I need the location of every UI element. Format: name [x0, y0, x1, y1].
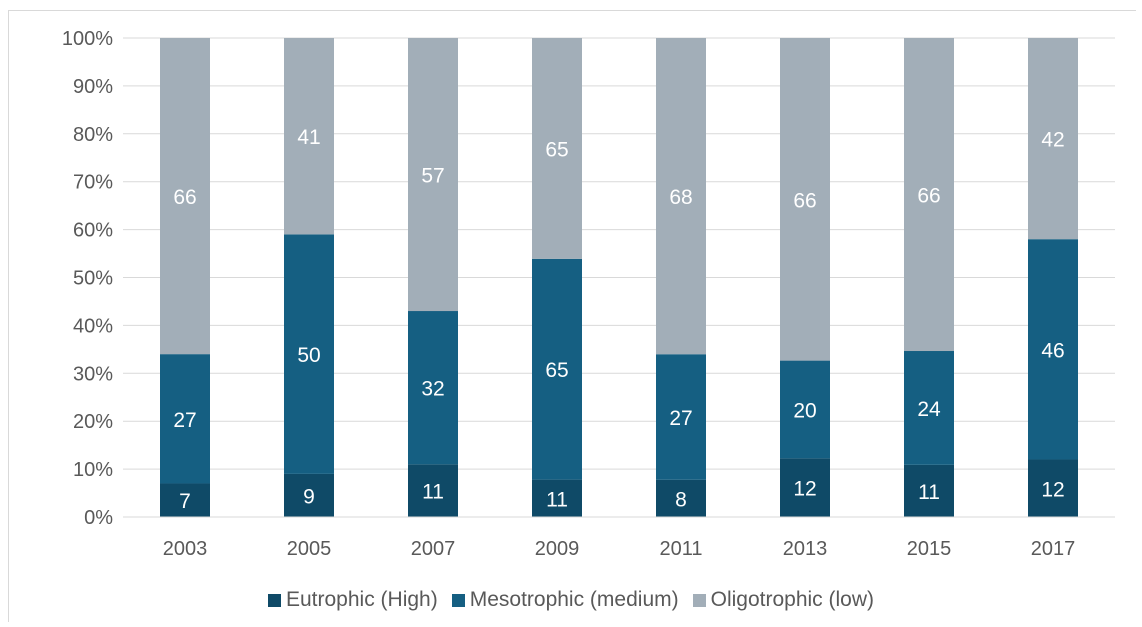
bar-segment [284, 473, 334, 517]
bar-segment [1028, 38, 1078, 240]
x-tick-label: 2005 [287, 538, 332, 560]
x-tick-label: 2011 [659, 538, 702, 560]
bar-segment [532, 479, 582, 517]
data-label: 32 [421, 378, 444, 401]
bar-segment [1028, 459, 1078, 517]
x-tick-label: 2017 [1031, 538, 1076, 560]
data-label: 42 [1041, 129, 1064, 152]
bar-segment [904, 351, 954, 465]
data-label: 66 [173, 186, 196, 209]
y-tick-label: 10% [73, 459, 113, 481]
bar-segment [408, 464, 458, 517]
legend-swatch [451, 593, 465, 607]
y-tick-label: 50% [73, 268, 113, 290]
data-label: 65 [545, 359, 568, 382]
bar-segment [656, 479, 706, 517]
y-tick-label: 70% [73, 172, 113, 194]
data-label: 41 [297, 126, 320, 149]
bar-segment [284, 38, 334, 235]
data-label: 9 [303, 485, 315, 508]
data-label: 57 [421, 165, 444, 188]
data-label: 66 [793, 189, 816, 212]
y-tick-label: 80% [73, 124, 113, 146]
x-tick-label: 2003 [163, 538, 208, 560]
y-tick-label: 100% [62, 28, 113, 50]
data-label: 50 [297, 344, 320, 367]
bar-segment [408, 38, 458, 312]
legend-item: Mesotrophic (medium) [451, 588, 679, 612]
bar-segment [160, 483, 210, 517]
bar-segment [284, 234, 334, 474]
legend-item: Oligotrophic (low) [692, 588, 875, 612]
bar-segment [160, 354, 210, 484]
data-label: 12 [793, 478, 816, 501]
x-tick-label: 2015 [907, 538, 952, 560]
x-tick-label: 2009 [535, 538, 580, 560]
data-label: 27 [173, 409, 196, 432]
bar-segment [532, 258, 582, 480]
bar-segment [656, 38, 706, 355]
bar-segment [408, 311, 458, 465]
bar-segment [780, 38, 830, 361]
data-label: 7 [179, 490, 191, 513]
chart-legend: Eutrophic (High) Mesotrophic (medium) Olig… [0, 586, 1142, 614]
data-label: 24 [917, 398, 941, 421]
x-tick-label: 2013 [783, 538, 828, 560]
legend-swatch [692, 593, 706, 607]
bar-segment [904, 464, 954, 517]
x-tick-label: 2007 [411, 538, 456, 560]
bar-segment [656, 354, 706, 480]
y-tick-label: 40% [73, 315, 113, 337]
bar-segment [780, 458, 830, 517]
bar-segment [1028, 239, 1078, 460]
legend-label: Eutrophic (High) [285, 588, 438, 611]
data-label: 8 [675, 488, 687, 511]
y-tick-label: 90% [73, 76, 113, 98]
bar-segment [904, 38, 954, 352]
y-tick-label: 30% [73, 363, 113, 385]
data-label: 27 [669, 407, 692, 430]
data-label: 46 [1041, 339, 1064, 362]
y-tick-label: 0% [84, 507, 113, 529]
legend-label: Mesotrophic (medium) [469, 588, 679, 611]
data-label: 11 [422, 481, 444, 504]
y-tick-label: 20% [73, 411, 113, 433]
legend-item: Eutrophic (High) [267, 588, 438, 612]
data-label: 20 [793, 399, 816, 422]
data-label: 65 [545, 138, 568, 161]
data-label: 12 [1041, 478, 1064, 501]
data-label: 11 [546, 488, 568, 511]
legend-label: Oligotrophic (low) [710, 588, 875, 611]
chart-frame [8, 10, 1136, 622]
bar-segment [780, 360, 830, 459]
bar-segment [532, 38, 582, 259]
data-label: 11 [918, 481, 940, 504]
legend-swatch [267, 593, 281, 607]
y-tick-label: 60% [73, 220, 113, 242]
data-label: 68 [669, 186, 692, 209]
bar-segment [160, 38, 210, 355]
data-label: 66 [917, 185, 940, 208]
